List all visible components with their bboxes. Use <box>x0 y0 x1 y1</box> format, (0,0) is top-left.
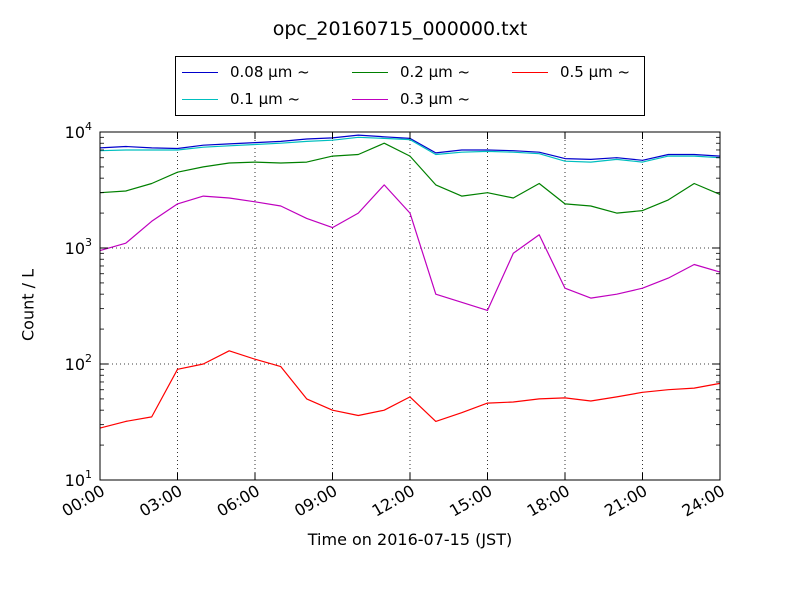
legend-swatch-0-2um <box>352 72 388 73</box>
legend-swatch-0-08um <box>182 72 218 73</box>
legend-swatch-0-3um <box>352 99 388 100</box>
x-tick-label: 21:00 <box>601 481 650 521</box>
x-tick-label: 09:00 <box>291 481 340 521</box>
x-tick-label: 24:00 <box>679 481 728 521</box>
x-tick-label: 15:00 <box>446 481 495 521</box>
legend-label-0-3um: 0.3 μm ~ <box>400 90 471 108</box>
y-tick-label: 101 <box>65 468 92 490</box>
x-tick-label: 06:00 <box>214 481 263 521</box>
x-tick-label: 03:00 <box>136 481 185 521</box>
legend-label-0-1um: 0.1 μm ~ <box>230 90 301 108</box>
legend-swatch-0-5um <box>512 72 548 73</box>
legend: 0.08 μm ~ 0.1 μm ~ 0.2 μm ~ 0.3 μm ~ 0.5… <box>175 56 645 116</box>
legend-label-0-2um: 0.2 μm ~ <box>400 63 471 81</box>
chart-title: opc_20160715_000000.txt <box>272 18 528 40</box>
x-tick-label: 18:00 <box>524 481 573 521</box>
legend-label-0-5um: 0.5 μm ~ <box>560 63 631 81</box>
series-line-1 <box>99 136 721 163</box>
x-tick-label: 12:00 <box>369 481 418 521</box>
x-axis-label: Time on 2016-07-15 (JST) <box>307 530 513 549</box>
grid-lines <box>100 132 720 480</box>
legend-label-0-08um: 0.08 μm ~ <box>230 63 310 81</box>
y-tick-label: 104 <box>65 120 92 142</box>
y-tick-label: 103 <box>65 236 92 258</box>
series-line-4 <box>99 350 721 429</box>
series-line-3 <box>99 184 721 311</box>
series-line-2 <box>99 142 721 214</box>
y-tick-label: 102 <box>65 352 92 374</box>
legend-swatch-0-1um <box>182 99 218 100</box>
y-axis-label: Count / L <box>18 269 38 341</box>
